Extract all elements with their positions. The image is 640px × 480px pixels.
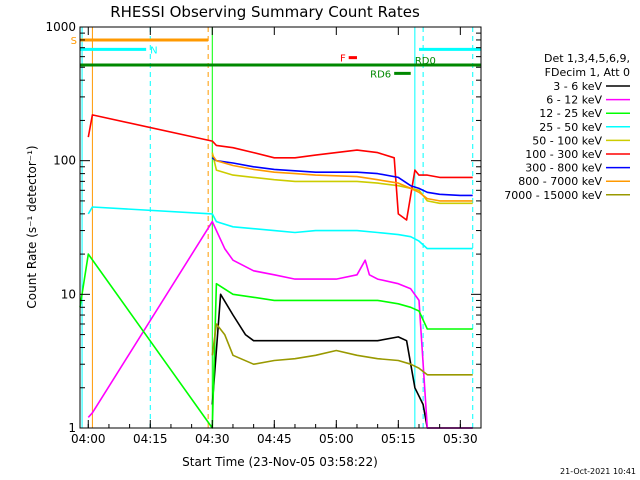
series-line-7000-15000-kev [211,323,473,376]
flag-label-f: F [340,54,346,65]
flag-label-s: S [71,36,77,47]
x-tick-label: 04:45 [257,432,292,446]
series-line-3-6-kev [211,293,473,429]
flag-label-rd6: RD6 [370,69,391,80]
legend-entry-label: 25 - 50 keV [539,121,602,134]
legend-entry-label: 300 - 800 keV [525,162,602,175]
y-tick-label: 1 [68,421,76,435]
x-tick-label: 05:15 [381,432,416,446]
legend-entry-label: 3 - 6 keV [553,80,602,93]
series-line-100-300-kev [87,114,473,221]
y-axis-ticks: 1 10 100 1000 [45,20,481,435]
series-line-50-100-kev [211,152,473,205]
y-axis-label: Count Rate (s⁻¹ detector⁻¹) [25,145,39,308]
x-tick-label: 04:30 [195,432,230,446]
x-tick-label: 04:00 [71,432,106,446]
series-lines [79,114,473,429]
legend-entry-label: 100 - 300 keV [525,148,602,161]
flag-label-rd0: RD0 [415,56,436,67]
vertical-markers [81,27,474,428]
y-tick-label: 10 [61,287,76,301]
x-axis-label: Start Time (23-Nov-05 03:58:22) [182,455,378,469]
legend-header-line-1: Det 1,3,4,5,6,9, [544,52,630,65]
chart-title: RHESSI Observing Summary Count Rates [110,3,420,21]
series-line-300-800-kev [211,157,473,197]
plot-frame [79,26,482,429]
legend-entry-label: 800 - 7000 keV [518,175,602,188]
legend: Det 1,3,4,5,6,9, FDecim 1, Att 0 3 - 6 k… [504,52,630,202]
x-tick-label: 05:30 [443,432,478,446]
flag-label-n: N [150,45,157,56]
plot-area: S N F RD0 RD6 04:00 04:15 04:30 04:45 05:00 05:15… [45,20,482,446]
legend-entry-label: 12 - 25 keV [539,107,602,120]
generation-timestamp: 21-Oct-2021 10:41 [560,467,636,476]
y-tick-label: 100 [53,154,76,168]
series-line-6-12-kev [87,220,473,429]
legend-entry-label: 7000 - 15000 keV [504,189,602,202]
legend-header-line-2: FDecim 1, Att 0 [545,66,630,79]
series-line-800-7000-kev [211,154,473,202]
x-tick-label: 05:00 [319,432,354,446]
flag-bars: S N F RD0 RD6 [71,36,481,80]
y-tick-label: 1000 [45,20,76,34]
series-line-12-25-kev [79,253,473,429]
legend-entry-label: 6 - 12 keV [546,94,602,107]
x-tick-label: 04:15 [133,432,168,446]
legend-entry-label: 50 - 100 keV [532,134,602,147]
series-line-25-50-kev [87,206,473,250]
x-axis-ticks: 04:00 04:15 04:30 04:45 05:00 05:15 05:30 [71,27,482,446]
